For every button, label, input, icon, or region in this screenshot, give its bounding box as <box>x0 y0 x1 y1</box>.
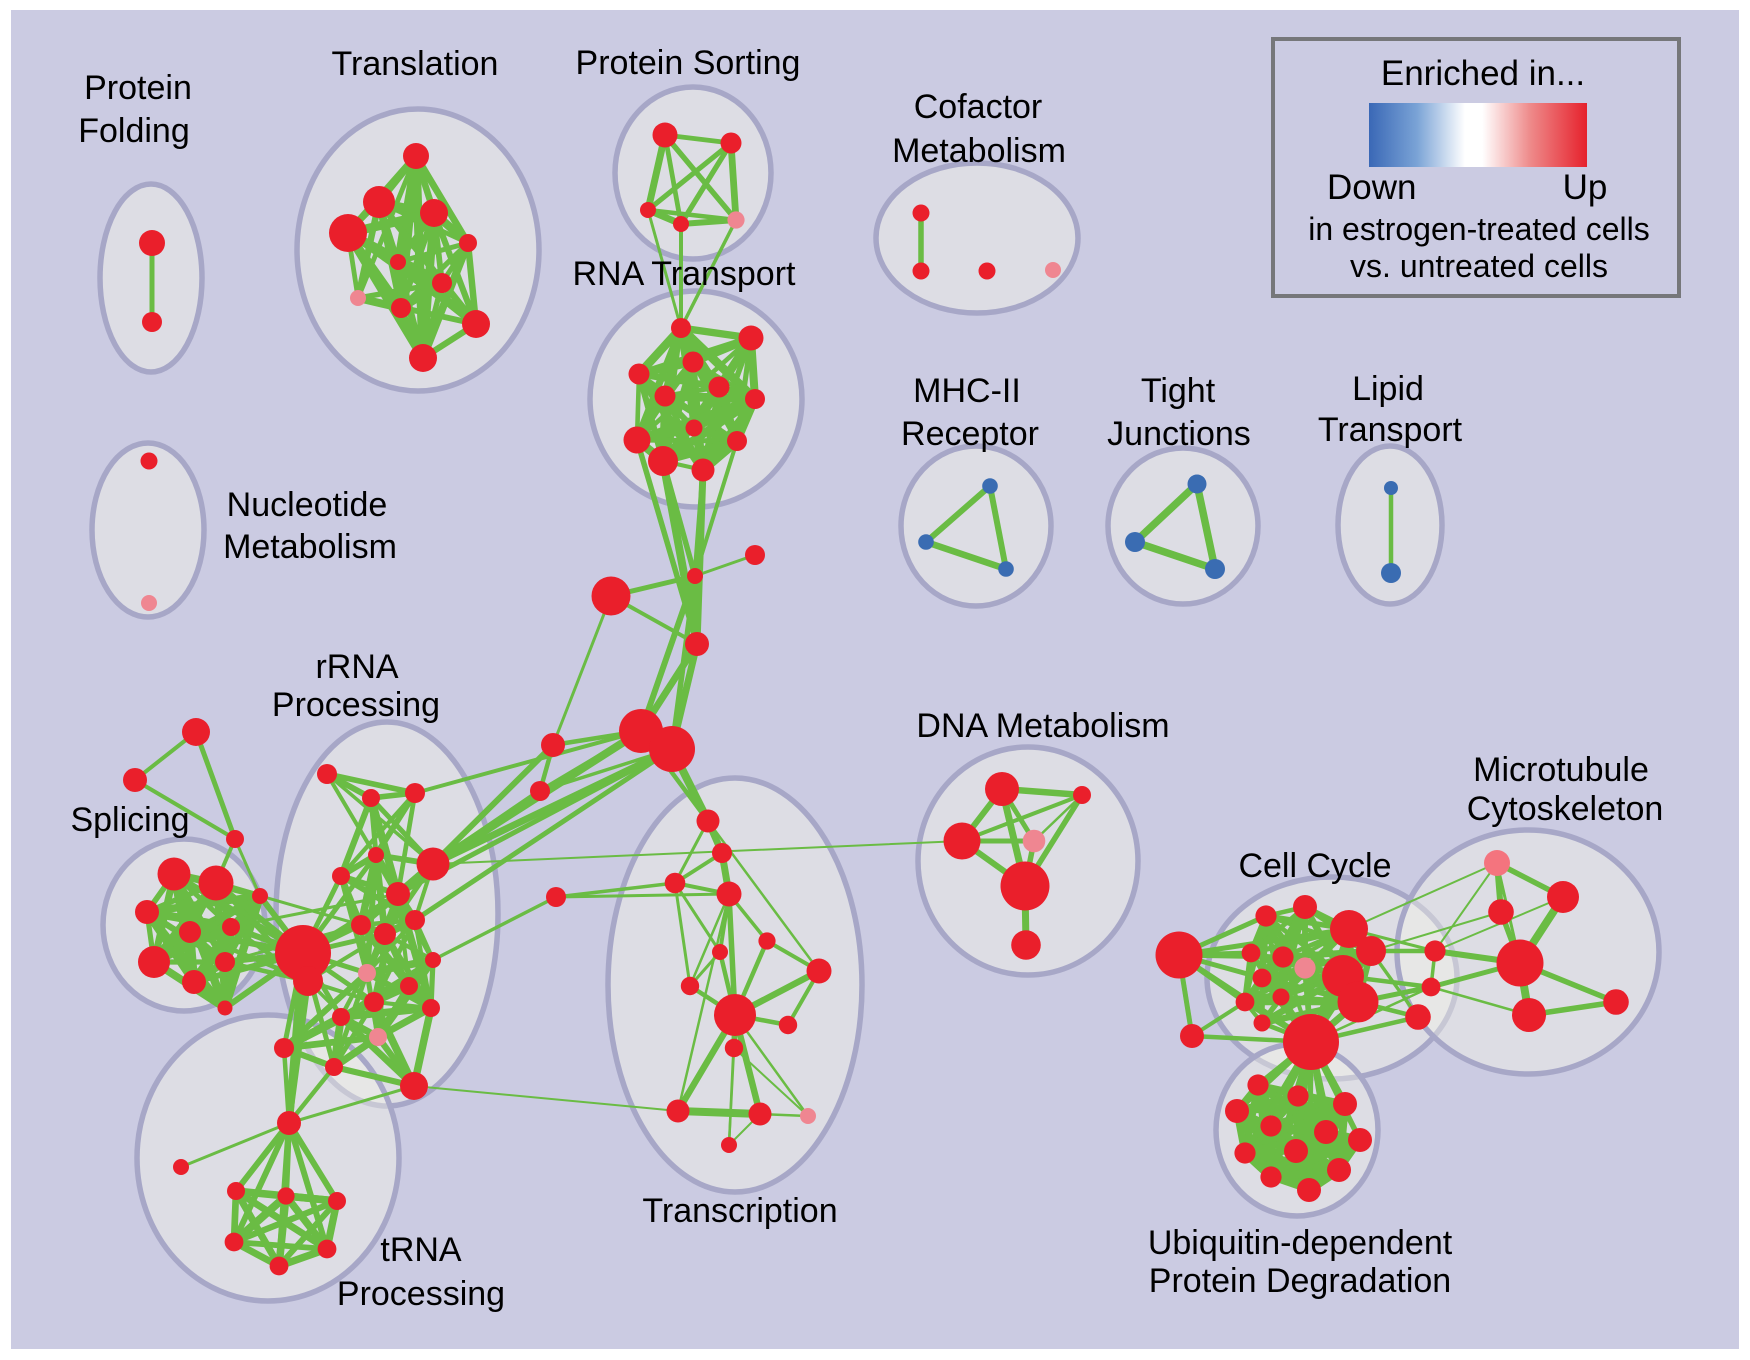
svg-text:in estrogen-treated cells: in estrogen-treated cells <box>1308 211 1650 247</box>
svg-text:Junctions: Junctions <box>1107 415 1251 453</box>
svg-text:Cytoskeleton: Cytoskeleton <box>1467 790 1664 828</box>
svg-text:Translation: Translation <box>332 45 499 83</box>
svg-text:Metabolism: Metabolism <box>223 528 397 566</box>
svg-text:Tight: Tight <box>1141 372 1216 410</box>
svg-text:Metabolism: Metabolism <box>892 132 1066 170</box>
svg-text:Cell Cycle: Cell Cycle <box>1238 847 1391 885</box>
svg-text:Nucleotide: Nucleotide <box>227 486 388 524</box>
svg-text:Microtubule: Microtubule <box>1473 751 1649 789</box>
svg-text:Lipid: Lipid <box>1352 370 1424 408</box>
svg-text:Processing: Processing <box>337 1275 505 1313</box>
svg-text:Receptor: Receptor <box>901 415 1039 453</box>
svg-text:Splicing: Splicing <box>70 801 189 839</box>
svg-text:Up: Up <box>1563 168 1608 207</box>
svg-text:Enriched in...: Enriched in... <box>1381 54 1585 93</box>
svg-text:RNA Transport: RNA Transport <box>573 255 797 293</box>
svg-text:Processing: Processing <box>272 686 440 724</box>
svg-text:Down: Down <box>1327 168 1416 207</box>
svg-text:Ubiquitin-dependent: Ubiquitin-dependent <box>1148 1224 1453 1262</box>
svg-text:MHC-II: MHC-II <box>913 372 1021 410</box>
svg-text:Folding: Folding <box>78 112 190 150</box>
svg-text:Transport: Transport <box>1318 411 1463 449</box>
svg-text:Protein: Protein <box>84 69 192 107</box>
svg-text:Protein Sorting: Protein Sorting <box>576 44 801 82</box>
svg-text:Cofactor: Cofactor <box>914 88 1043 126</box>
svg-text:Transcription: Transcription <box>642 1192 837 1230</box>
svg-text:rRNA: rRNA <box>315 648 398 686</box>
svg-text:vs. untreated cells: vs. untreated cells <box>1350 248 1608 284</box>
svg-text:DNA Metabolism: DNA Metabolism <box>916 707 1169 745</box>
svg-text:tRNA: tRNA <box>380 1231 462 1269</box>
svg-text:Protein Degradation: Protein Degradation <box>1149 1262 1451 1300</box>
